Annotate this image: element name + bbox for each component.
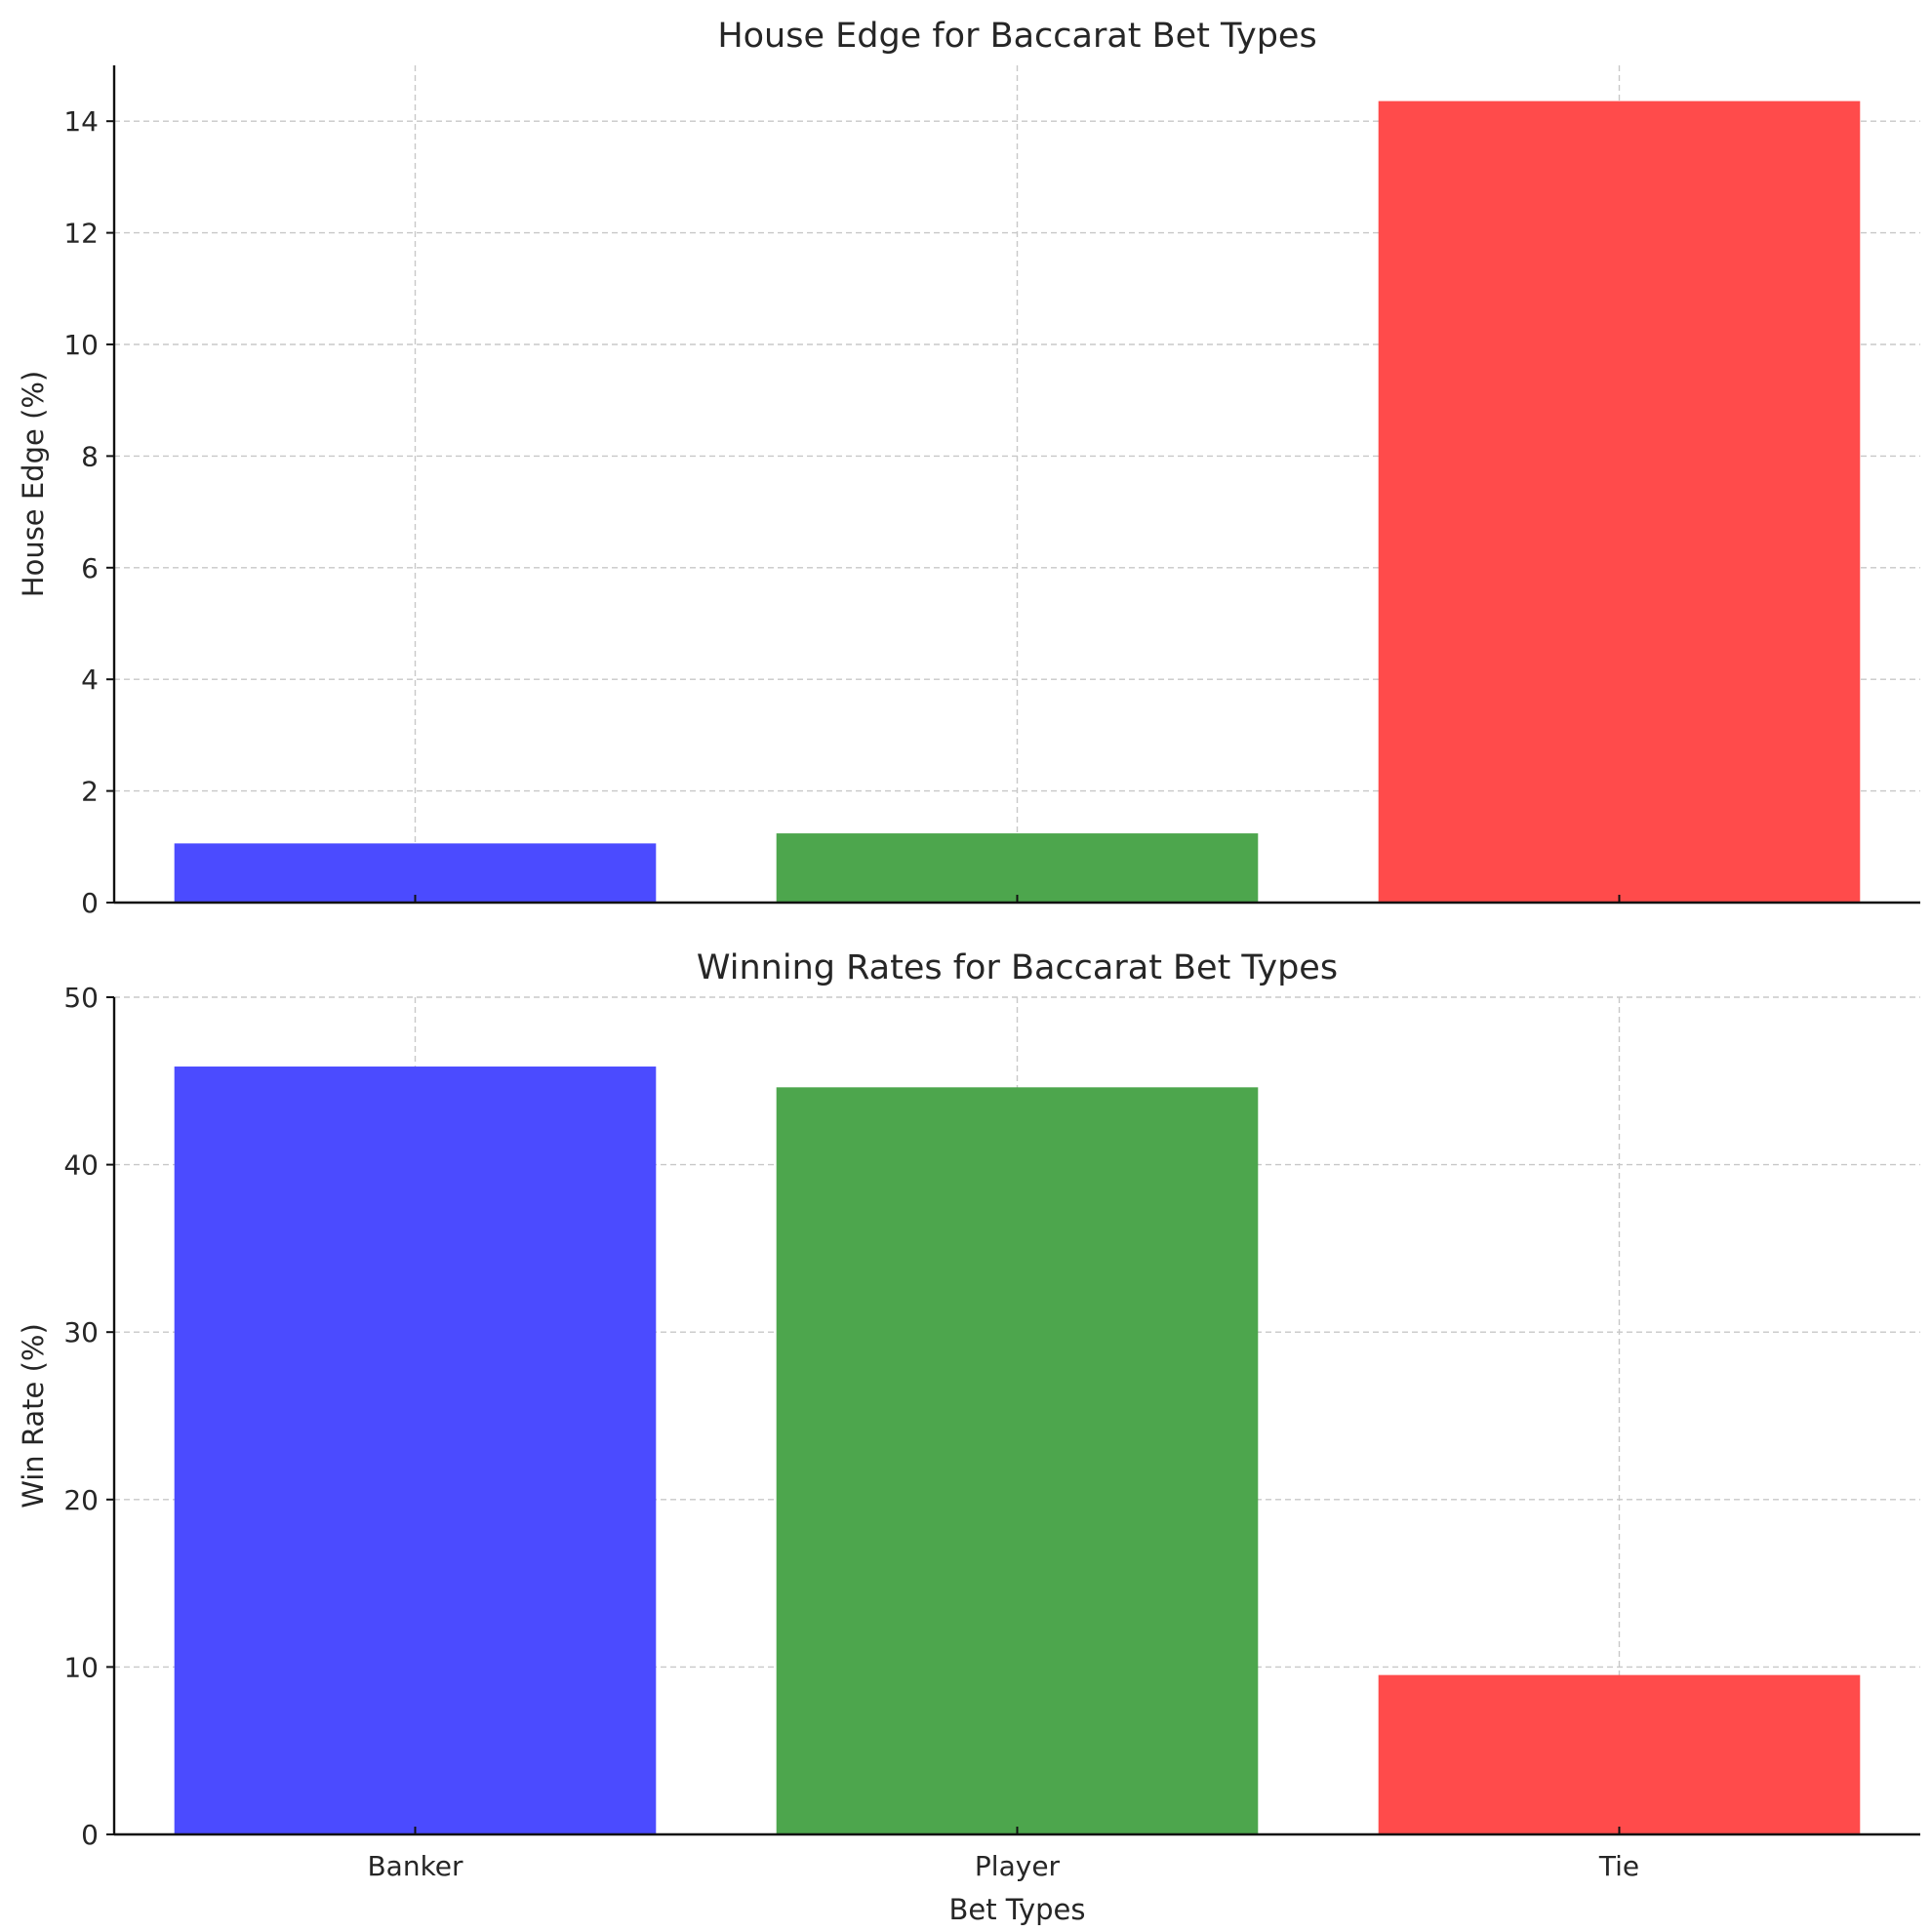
chart-title: House Edge for Baccarat Bet Types (717, 17, 1316, 56)
y-tick-label: 20 (63, 1484, 99, 1516)
y-tick-label: 40 (63, 1149, 99, 1182)
house-edge-chart: 0 2 4 6 8 10 12 14 House Edge for Baccarat Bet T… (17, 17, 1920, 919)
win-rate-chart: 0 10 20 30 40 50 Banker Player Tie Winning Rates … (17, 948, 1920, 1926)
chart-title: Winning Rates for Baccarat Bet Types (697, 948, 1338, 987)
x-tick-label: Banker (367, 1850, 463, 1882)
bar-banker (174, 843, 657, 903)
y-tick-label: 0 (81, 887, 99, 919)
y-tick-label: 0 (81, 1819, 99, 1851)
y-tick-label: 2 (81, 776, 99, 808)
y-tick-label: 30 (63, 1316, 99, 1348)
y-tick-label: 50 (63, 982, 99, 1014)
x-axis-label: Bet Types (948, 1893, 1085, 1926)
y-tick-label: 6 (81, 552, 99, 584)
x-tick-label: Tie (1598, 1850, 1639, 1882)
y-tick-label: 10 (63, 1651, 99, 1683)
y-tick-label: 12 (63, 218, 99, 250)
y-tick-label: 10 (63, 329, 99, 361)
x-tick-label: Player (975, 1850, 1061, 1882)
bar-tie (1378, 1674, 1861, 1834)
y-axis-label: House Edge (%) (17, 371, 50, 597)
y-tick-label: 4 (81, 664, 99, 696)
y-tick-label: 14 (63, 105, 99, 138)
y-tick-label: 8 (81, 440, 99, 472)
y-axis-label: Win Rate (%) (17, 1323, 50, 1509)
bar-banker (174, 1067, 657, 1834)
bar-player (776, 833, 1259, 903)
bar-player (776, 1087, 1259, 1834)
bar-tie (1378, 101, 1861, 903)
